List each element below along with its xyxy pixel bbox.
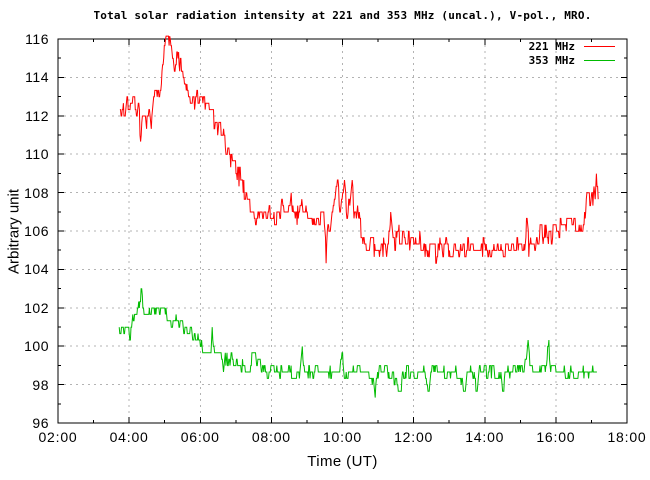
y-tick-label: 112 — [25, 107, 49, 124]
x-tick-label: 08:00 — [251, 429, 291, 445]
x-tick-label: 10:00 — [322, 429, 363, 445]
chart-title: Total solar radiation intensity at 221 a… — [93, 9, 592, 22]
x-tick-label: 16:00 — [536, 429, 576, 445]
legend-line-sample-353-mhz — [584, 59, 615, 61]
legend-label-221-mhz: 221 MHz — [528, 39, 575, 53]
y-tick-label: 114 — [25, 69, 49, 86]
x-tick-label: 12:00 — [394, 429, 434, 445]
x-tick-label: 06:00 — [180, 429, 220, 445]
y-tick-label: 96 — [32, 415, 49, 431]
x-tick-label: 04:00 — [109, 429, 149, 445]
y-tick-label: 100 — [24, 338, 49, 355]
legend-label-353-mhz: 353 MHz — [528, 53, 575, 67]
x-axis-title: Time (UT) — [307, 453, 378, 470]
legend-item-353-mhz: 353 MHz — [529, 53, 615, 67]
legend-item-221-mhz: 221 MHz — [529, 39, 615, 53]
x-tick-label: 14:00 — [465, 429, 505, 445]
legend: 221 MHz 353 MHz — [529, 39, 615, 67]
y-tick-label: 108 — [24, 184, 49, 201]
x-tick-label: 02:00 — [38, 429, 78, 445]
y-tick-label: 98 — [32, 376, 49, 393]
y-tick-label: 110 — [25, 146, 49, 163]
y-tick-label: 106 — [24, 223, 49, 239]
y-tick-label: 104 — [24, 261, 49, 278]
series-line-353-mhz — [118, 288, 597, 398]
x-tick-label: 18:00 — [607, 429, 647, 445]
series-line-221-mhz — [119, 35, 599, 264]
legend-line-sample-221-mhz — [584, 45, 615, 47]
y-tick-label: 102 — [24, 299, 49, 316]
y-tick-label: 116 — [25, 31, 49, 47]
